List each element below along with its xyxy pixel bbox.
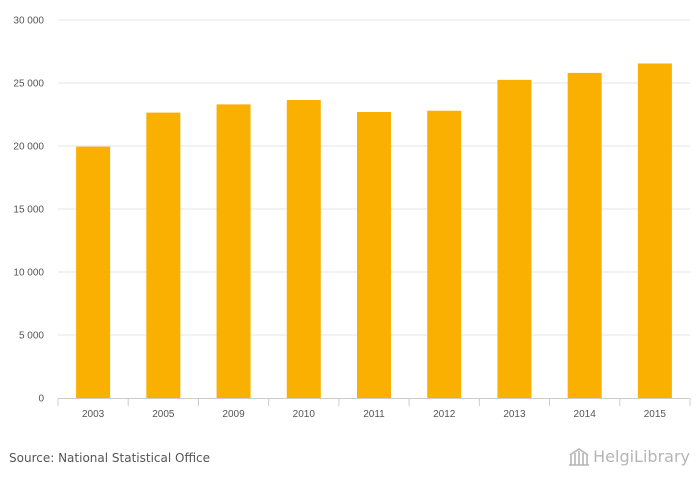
bar — [216, 104, 251, 399]
y-axis-tick-labels: 0 5 000 10 000 15 000 20 000 25 000 30 000 — [13, 16, 44, 405]
brand-name: HelgiLibrary — [593, 447, 690, 466]
x-tick-label: 2015 — [644, 409, 667, 420]
x-tick-label: 2012 — [433, 409, 456, 420]
bar — [146, 112, 181, 399]
x-tick-label: 2010 — [293, 409, 316, 420]
x-tick-label: 2003 — [82, 409, 105, 420]
y-tick-label: 30 000 — [13, 16, 44, 27]
bar — [567, 72, 602, 399]
x-tick-label: 2014 — [574, 409, 597, 420]
bar — [286, 100, 321, 398]
bar — [357, 111, 391, 398]
x-axis-tick-labels: 2003 2005 2009 2010 2011 2012 2013 2014 2015 — [82, 409, 666, 420]
bar — [637, 63, 672, 398]
x-tick-label: 2011 — [363, 409, 385, 420]
bars — [76, 63, 672, 399]
x-axis — [57, 398, 691, 406]
x-tick-label: 2013 — [503, 409, 526, 420]
bar — [76, 146, 111, 398]
y-tick-label: 10 000 — [13, 268, 44, 279]
y-tick-label: 0 — [38, 394, 44, 405]
source-note: Source: National Statistical Office — [9, 451, 211, 465]
y-tick-label: 20 000 — [13, 142, 44, 153]
helgilibrary-logo[interactable]: HelgiLibrary — [568, 447, 690, 466]
library-building-icon — [568, 447, 590, 466]
x-tick-label: 2005 — [152, 409, 175, 420]
y-tick-label: 15 000 — [13, 205, 44, 216]
x-tick-label: 2009 — [222, 409, 245, 420]
bar — [497, 79, 532, 398]
bar — [427, 110, 462, 398]
y-tick-label: 25 000 — [13, 79, 44, 90]
y-tick-label: 5 000 — [19, 331, 44, 342]
